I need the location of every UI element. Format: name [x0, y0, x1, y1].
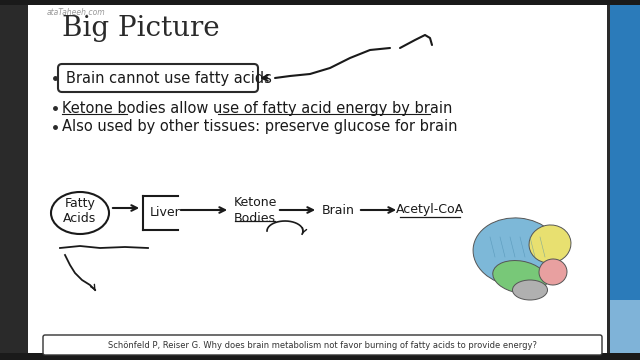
FancyBboxPatch shape [43, 335, 602, 355]
Text: Also used by other tissues: preserve glucose for brain: Also used by other tissues: preserve glu… [62, 120, 458, 135]
Text: Brain cannot use fatty acids: Brain cannot use fatty acids [66, 71, 272, 85]
Text: Acetyl-CoA: Acetyl-CoA [396, 203, 464, 216]
Text: Schönfeld P, Reiser G. Why does brain metabolism not favor burning of fatty acid: Schönfeld P, Reiser G. Why does brain me… [108, 341, 536, 350]
Ellipse shape [473, 218, 561, 286]
Bar [0, 353, 640, 360]
Text: Ketone
Bodies: Ketone Bodies [234, 195, 276, 225]
Text: Ketone bodies allow use of fatty acid energy by brain: Ketone bodies allow use of fatty acid en… [62, 100, 452, 116]
Ellipse shape [513, 280, 547, 300]
Ellipse shape [529, 225, 571, 263]
Ellipse shape [539, 259, 567, 285]
Bar [610, 300, 640, 360]
Text: Fatty
Acids: Fatty Acids [63, 197, 97, 225]
Text: ataTaheeh.com: ataTaheeh.com [47, 8, 106, 17]
Ellipse shape [493, 261, 547, 293]
Text: Liver: Liver [150, 207, 180, 220]
Bar [0, 0, 640, 5]
Text: Brain: Brain [321, 203, 355, 216]
FancyBboxPatch shape [28, 3, 607, 355]
Bar [610, 0, 640, 360]
FancyBboxPatch shape [58, 64, 258, 92]
Text: Big Picture: Big Picture [62, 15, 220, 42]
